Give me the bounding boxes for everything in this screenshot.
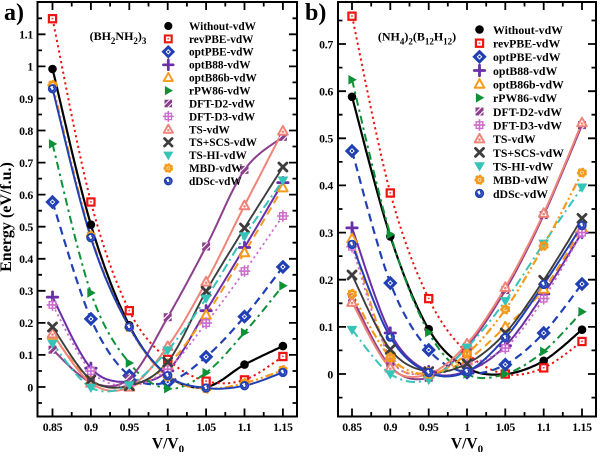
svg-text:0.6: 0.6 <box>19 188 33 202</box>
svg-text:MBD-vdW: MBD-vdW <box>189 163 243 175</box>
svg-text:0.95: 0.95 <box>120 420 140 434</box>
svg-text:DFT-D3-vdW: DFT-D3-vdW <box>189 111 256 123</box>
svg-text:b): b) <box>305 0 326 26</box>
svg-text:0.9: 0.9 <box>383 420 397 434</box>
svg-text:0.8: 0.8 <box>19 124 33 138</box>
svg-text:0: 0 <box>327 367 333 381</box>
svg-text:rPW86-vdW: rPW86-vdW <box>189 86 251 98</box>
svg-text:optB88-vdW: optB88-vdW <box>189 60 251 72</box>
svg-text:0.1: 0.1 <box>319 320 333 334</box>
svg-text:0.4: 0.4 <box>19 252 33 266</box>
svg-text:TS+SCS-vdW: TS+SCS-vdW <box>189 137 258 149</box>
svg-text:dDSc-vdW: dDSc-vdW <box>189 176 242 188</box>
svg-text:optB86b-vdW: optB86b-vdW <box>189 73 258 85</box>
svg-text:0.95: 0.95 <box>419 420 439 434</box>
svg-text:DFT-D2-vdW: DFT-D2-vdW <box>189 98 256 110</box>
svg-text:0.1: 0.1 <box>19 348 33 362</box>
svg-text:V/V0: V/V0 <box>451 436 484 453</box>
svg-text:0: 0 <box>27 380 33 394</box>
svg-text:0.2: 0.2 <box>19 316 33 330</box>
svg-text:0.3: 0.3 <box>19 284 33 298</box>
svg-text:Energy (eV/f.u.): Energy (eV/f.u.) <box>0 162 15 272</box>
svg-text:TS+SCS-vdW: TS+SCS-vdW <box>493 146 564 160</box>
svg-text:1.1: 1.1 <box>238 420 252 434</box>
svg-text:0.5: 0.5 <box>319 132 333 146</box>
svg-text:revPBE-vdW: revPBE-vdW <box>189 34 254 46</box>
svg-text:optPBE-vdW: optPBE-vdW <box>189 47 254 59</box>
svg-text:1.1: 1.1 <box>19 28 33 42</box>
svg-text:Without-vdW: Without-vdW <box>189 21 257 33</box>
svg-text:(BH2NH2)3: (BH2NH2)3 <box>90 29 147 46</box>
svg-text:1.05: 1.05 <box>196 420 216 434</box>
svg-text:1: 1 <box>165 420 171 434</box>
svg-text:V/V0: V/V0 <box>152 436 185 453</box>
svg-text:TS-vdW: TS-vdW <box>493 132 536 146</box>
svg-text:0.3: 0.3 <box>319 226 333 240</box>
svg-text:1: 1 <box>27 60 33 74</box>
svg-text:0.5: 0.5 <box>19 220 33 234</box>
svg-text:revPBE-vdW: revPBE-vdW <box>493 37 560 51</box>
svg-text:1.1: 1.1 <box>537 420 551 434</box>
svg-text:1.15: 1.15 <box>572 420 592 434</box>
svg-text:DFT-D2-vdW: DFT-D2-vdW <box>493 105 562 119</box>
svg-text:TS-HI-vdW: TS-HI-vdW <box>493 160 554 174</box>
svg-text:0.7: 0.7 <box>19 156 33 170</box>
svg-text:0.2: 0.2 <box>319 273 333 287</box>
svg-text:1.05: 1.05 <box>496 420 516 434</box>
svg-text:Without-vdW: Without-vdW <box>493 23 563 37</box>
svg-text:(NH4)2(B12H12): (NH4)2(B12H12) <box>378 30 456 47</box>
svg-text:TS-vdW: TS-vdW <box>189 124 231 136</box>
svg-text:optB86b-vdW: optB86b-vdW <box>493 78 564 92</box>
svg-text:optPBE-vdW: optPBE-vdW <box>493 50 561 64</box>
svg-text:1: 1 <box>464 420 470 434</box>
svg-text:0.85: 0.85 <box>342 420 362 434</box>
svg-text:optB88-vdW: optB88-vdW <box>493 64 557 78</box>
svg-text:0.7: 0.7 <box>319 37 333 51</box>
svg-text:MBD-vdW: MBD-vdW <box>493 173 549 187</box>
svg-text:DFT-D3-vdW: DFT-D3-vdW <box>493 119 562 133</box>
svg-text:0.85: 0.85 <box>43 420 63 434</box>
svg-text:0.9: 0.9 <box>19 92 33 106</box>
svg-text:0.4: 0.4 <box>319 179 333 193</box>
svg-text:0.6: 0.6 <box>319 85 333 99</box>
svg-text:TS-HI-vdW: TS-HI-vdW <box>189 150 247 162</box>
svg-text:0.9: 0.9 <box>84 420 98 434</box>
svg-text:a): a) <box>4 0 24 26</box>
svg-text:rPW86-vdW: rPW86-vdW <box>493 91 557 105</box>
svg-text:1.15: 1.15 <box>273 420 293 434</box>
svg-text:dDSc-vdW: dDSc-vdW <box>493 187 548 201</box>
